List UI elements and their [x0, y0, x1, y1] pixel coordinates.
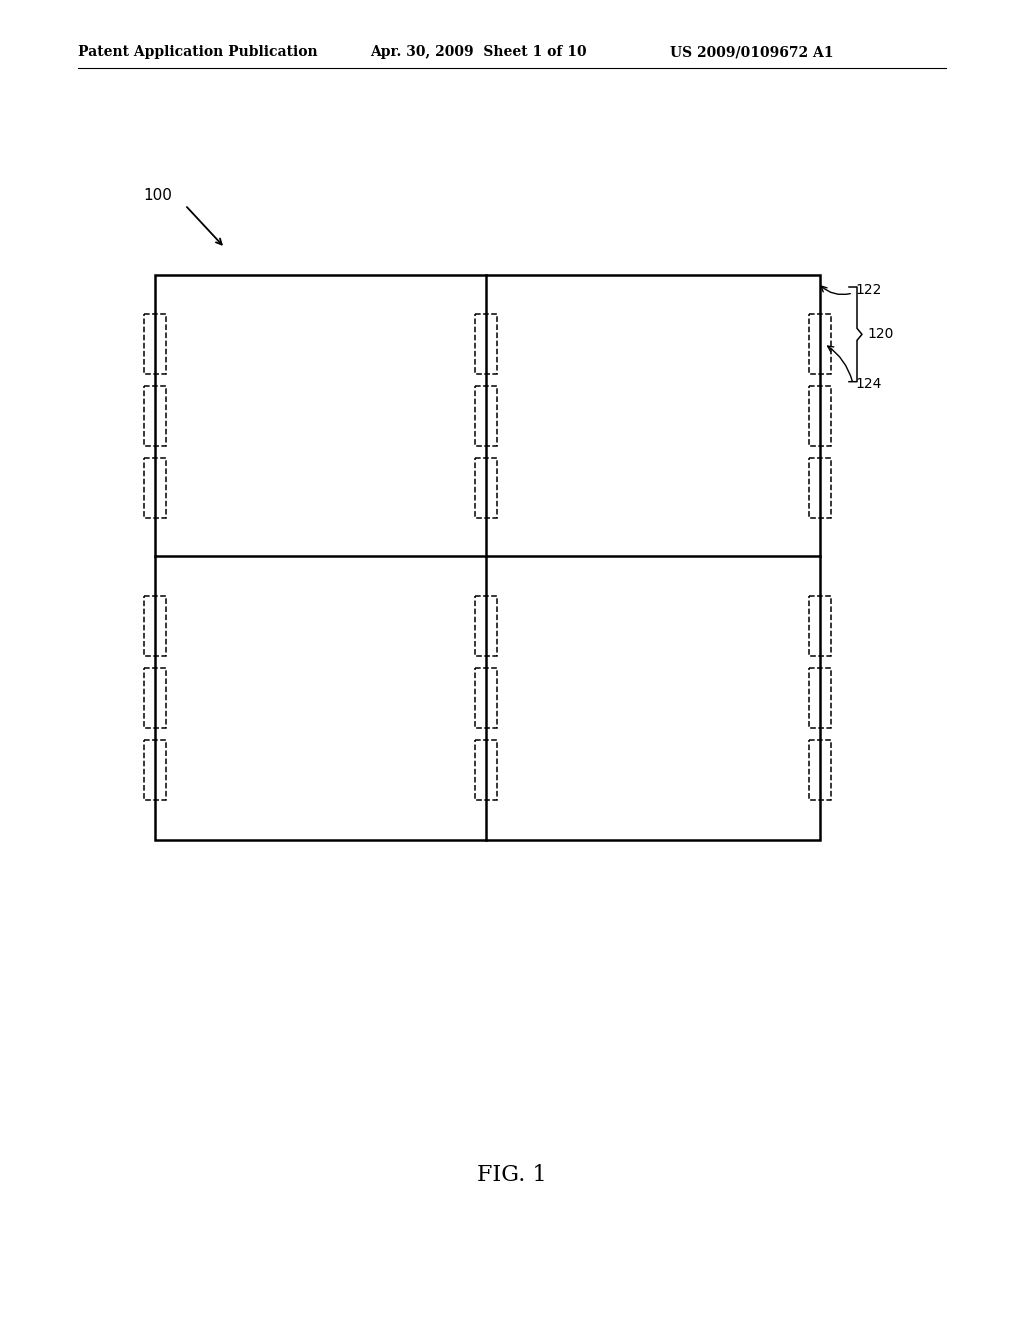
Bar [809, 314, 831, 374]
Bar [155, 275, 820, 840]
Text: FIG. 1: FIG. 1 [477, 1164, 547, 1185]
Bar [809, 385, 831, 446]
Bar [474, 741, 497, 800]
Bar [144, 668, 166, 729]
Bar [809, 458, 831, 517]
Bar [144, 314, 166, 374]
Text: 100: 100 [143, 187, 172, 202]
Text: Patent Application Publication: Patent Application Publication [78, 45, 317, 59]
Text: 120: 120 [867, 327, 893, 342]
Bar [809, 741, 831, 800]
Bar [474, 314, 497, 374]
Bar [144, 597, 166, 656]
Bar [144, 741, 166, 800]
Bar [474, 597, 497, 656]
Bar [474, 385, 497, 446]
Bar [144, 458, 166, 517]
Text: 122: 122 [855, 282, 882, 297]
Bar [144, 385, 166, 446]
Bar [809, 597, 831, 656]
Bar [809, 668, 831, 729]
Bar [474, 668, 497, 729]
Text: US 2009/0109672 A1: US 2009/0109672 A1 [670, 45, 834, 59]
Text: 124: 124 [855, 376, 882, 391]
Bar [474, 458, 497, 517]
Text: Apr. 30, 2009  Sheet 1 of 10: Apr. 30, 2009 Sheet 1 of 10 [370, 45, 587, 59]
